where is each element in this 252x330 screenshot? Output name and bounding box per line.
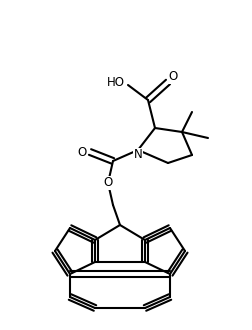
Text: N: N <box>134 148 142 161</box>
Text: O: O <box>77 146 87 158</box>
Text: O: O <box>168 71 178 83</box>
Text: O: O <box>103 177 113 189</box>
Text: HO: HO <box>107 77 125 89</box>
